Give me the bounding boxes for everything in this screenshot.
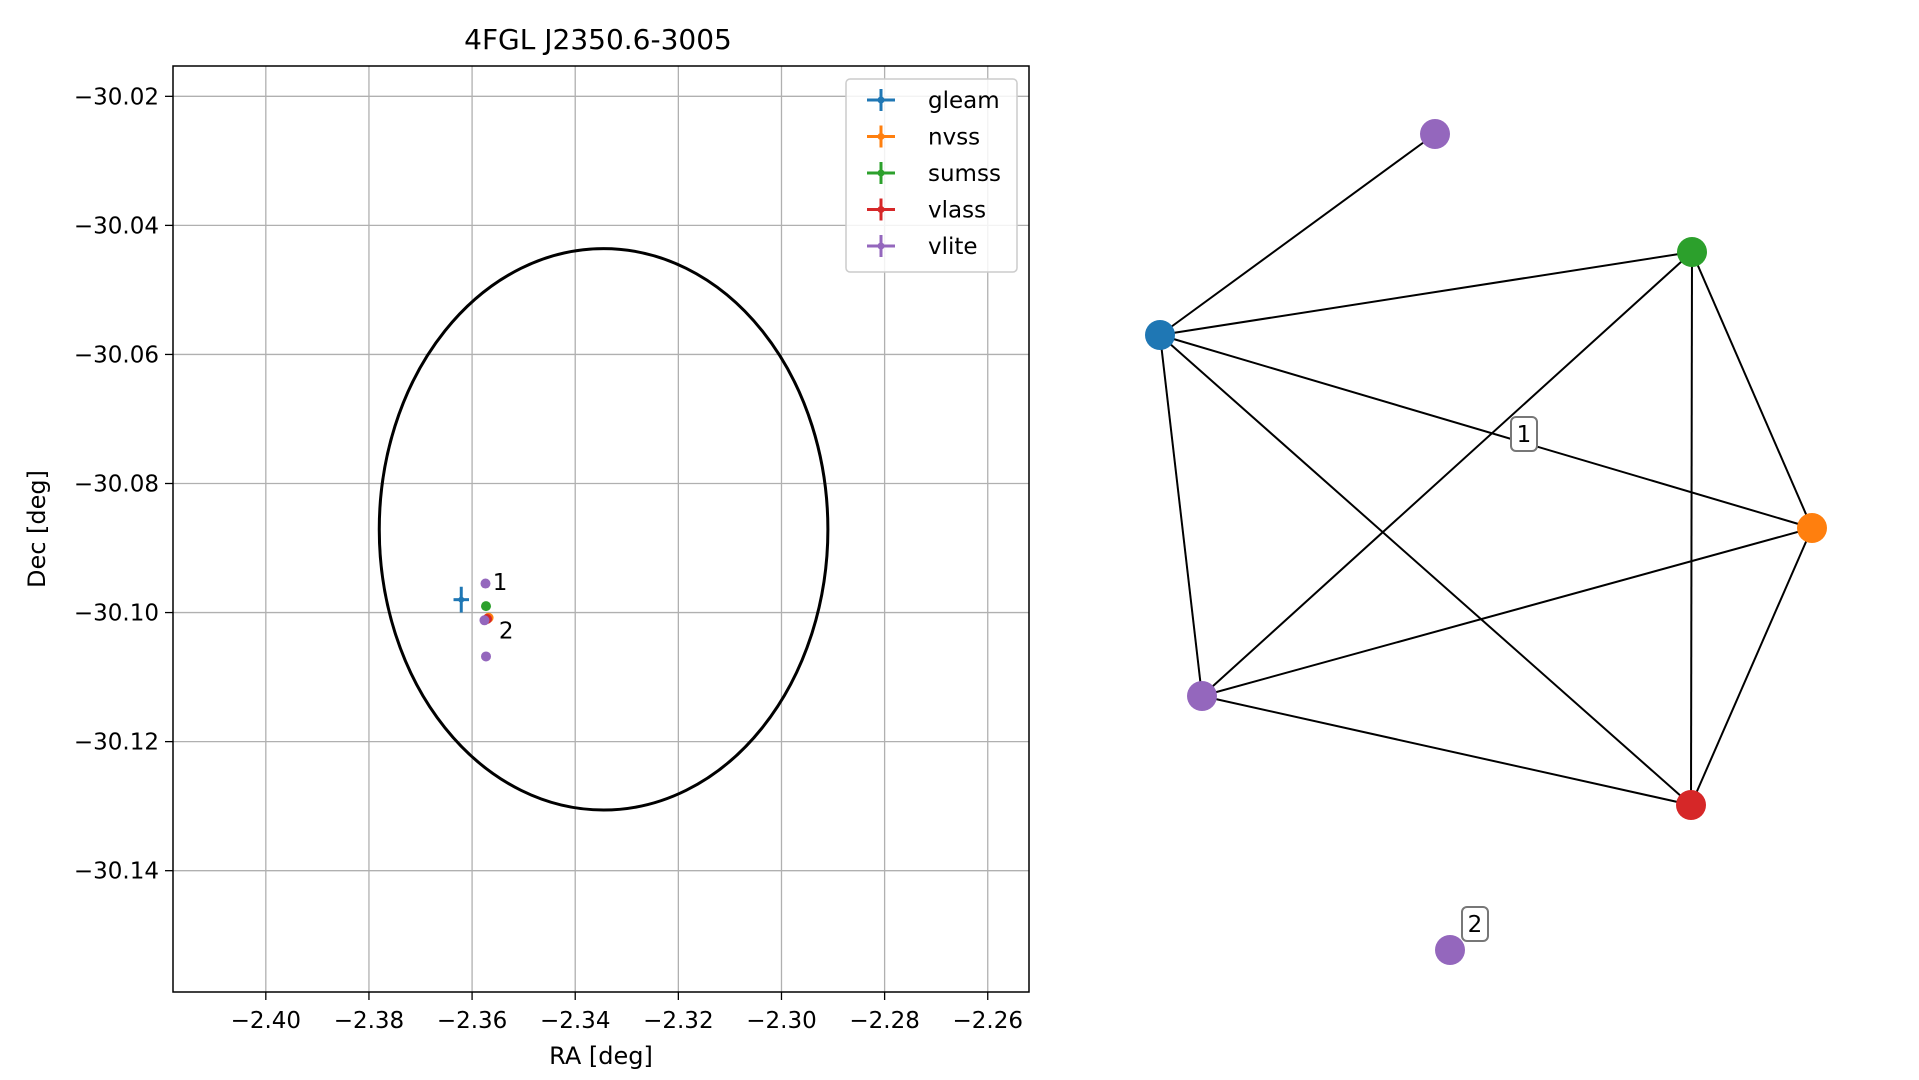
network-edge: [1159, 334, 1203, 697]
grid: [173, 66, 1029, 992]
x-tick-label: −2.28: [849, 1008, 919, 1034]
x-tick-label: −2.36: [437, 1008, 507, 1034]
y-tick-label: −30.02: [74, 84, 159, 110]
network-edge: [1159, 133, 1436, 336]
legend-box: [845, 78, 1018, 273]
network-node: [1145, 320, 1175, 350]
legend-entry-vlite: vlite: [867, 234, 978, 260]
y-tick-label: −30.08: [74, 472, 159, 498]
svg-text:1: 1: [1517, 422, 1532, 448]
legend: gleam nvss sumss vlass vlite: [845, 78, 1018, 273]
network-nodes: [1145, 119, 1827, 965]
legend-entry-sumss: sumss: [867, 161, 1001, 187]
legend-entry-gleam: gleam: [867, 88, 1000, 114]
network-edge: [1159, 334, 1692, 806]
network-node: [1797, 513, 1827, 543]
y-tick-label: −30.04: [74, 213, 159, 239]
x-axis-label: RA [deg]: [549, 1042, 653, 1070]
x-tick-label: −2.34: [540, 1008, 610, 1034]
chart-title: 4FGL J2350.6-3005: [464, 23, 732, 56]
source-points: [453, 578, 494, 662]
network-node: [1435, 935, 1465, 965]
x-tick-label: −2.40: [231, 1008, 301, 1034]
scatter-panel: 4FGL J2350.6-3005 −2.40 −2.38 −2.36 −2.34 −2…: [23, 23, 1030, 1070]
network-edge: [1691, 251, 1813, 529]
localization-circle: [377, 247, 830, 812]
x-tick-label: −2.32: [643, 1008, 713, 1034]
legend-entry-vlass: vlass: [867, 198, 986, 224]
point-annotation-label: 2: [499, 618, 514, 644]
x-tick-label: −2.30: [746, 1008, 816, 1034]
legend-label: vlite: [928, 234, 978, 260]
network-edge: [1201, 251, 1693, 697]
y-tick-label: −30.10: [74, 601, 159, 627]
network-edges: [1159, 133, 1813, 806]
axis-ticks: −2.40 −2.38 −2.36 −2.34 −2.32 −2.30 −2.28 −2.26…: [74, 84, 1023, 1034]
y-tick-label: −30.14: [74, 859, 159, 885]
network-node: [1420, 119, 1450, 149]
network-edge: [1159, 251, 1693, 336]
point-annotations: 12: [493, 570, 514, 644]
gleam-point: [453, 586, 469, 613]
legend-label: gleam: [928, 88, 1000, 114]
sumss-point: [481, 601, 492, 612]
vlite-point: [481, 651, 492, 662]
y-tick-label: −30.12: [74, 730, 159, 756]
network-edge: [1690, 527, 1813, 806]
legend-entry-nvss: nvss: [867, 125, 980, 151]
network-node: [1676, 790, 1706, 820]
cluster-label: 2: [1461, 906, 1489, 942]
localization-circle-layer: [377, 247, 830, 812]
legend-label: vlass: [928, 198, 986, 224]
svg-text:2: 2: [1468, 912, 1483, 938]
x-tick-label: −2.26: [953, 1008, 1023, 1034]
network-edge: [1201, 527, 1813, 697]
network-edge: [1159, 334, 1813, 529]
legend-label: nvss: [928, 125, 980, 151]
point-annotation-label: 1: [493, 570, 508, 596]
cluster-labels: 12: [1461, 416, 1538, 942]
network-edge: [1690, 251, 1693, 806]
cluster-label: 1: [1510, 416, 1538, 452]
y-tick-label: −30.06: [74, 342, 159, 368]
network-panel: 12: [1145, 119, 1827, 965]
x-tick-label: −2.38: [334, 1008, 404, 1034]
y-axis-label: Dec [deg]: [23, 470, 51, 588]
network-edge: [1201, 695, 1692, 806]
vlite-point: [479, 615, 490, 626]
network-node: [1187, 681, 1217, 711]
legend-label: sumss: [928, 161, 1001, 187]
plot-frame: [172, 65, 1030, 993]
network-node: [1677, 237, 1707, 267]
vlite-point: [480, 578, 491, 589]
